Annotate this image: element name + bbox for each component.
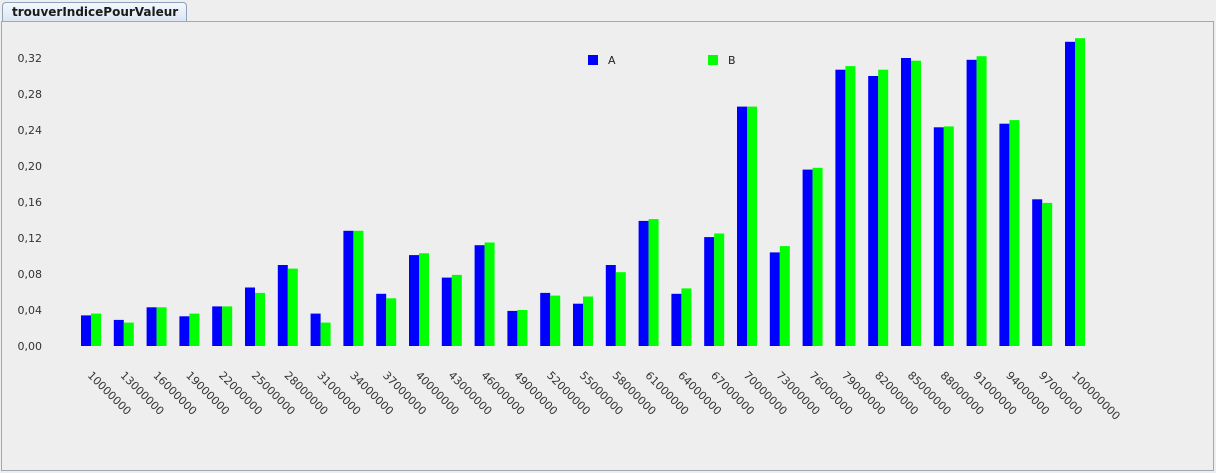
bar-b-61000000 — [648, 219, 659, 346]
legend-label-b: B — [728, 54, 736, 67]
bar-a-64000000 — [671, 293, 682, 346]
bar-b-70000000 — [747, 106, 757, 346]
bar-b-94000000 — [1009, 120, 1020, 346]
bar-a-82000000 — [868, 76, 879, 346]
y-tick-label: 0,16 — [18, 196, 43, 209]
bar-b-13000000 — [123, 322, 134, 346]
bar-a-100000000 — [1065, 41, 1075, 347]
y-tick-label: 0,08 — [18, 268, 43, 281]
y-tick-label: 0,12 — [18, 232, 43, 245]
y-tick-label: 0,32 — [18, 52, 43, 65]
bar-b-31000000 — [320, 322, 331, 346]
bar-b-85000000 — [911, 60, 921, 346]
bar-b-88000000 — [943, 126, 954, 347]
y-tick-label: 0,04 — [18, 304, 43, 317]
bar-a-19000000 — [179, 316, 190, 346]
bar-a-85000000 — [901, 58, 911, 346]
bar-a-97000000 — [1032, 199, 1043, 346]
bar-a-88000000 — [933, 127, 944, 346]
bar-a-73000000 — [769, 252, 780, 346]
bar-a-46000000 — [474, 245, 485, 346]
chart-panel: 0,00 0,04 0,08 0,12 0,16 0,20 0,24 0,28 0,32 1000… — [1, 21, 1214, 471]
bar-a-79000000 — [835, 69, 846, 346]
legend-swatch-a — [588, 55, 598, 65]
y-tick-label: 0,20 — [18, 160, 43, 173]
bar-b-55000000 — [583, 296, 593, 346]
bar-b-73000000 — [779, 246, 790, 346]
bar-a-70000000 — [737, 106, 747, 346]
bar-b-22000000 — [222, 306, 233, 346]
bar-b-52000000 — [550, 295, 561, 346]
bar-b-28000000 — [287, 268, 298, 346]
bar-a-94000000 — [999, 123, 1010, 346]
bar-b-40000000 — [419, 253, 429, 346]
bar-b-64000000 — [681, 288, 692, 346]
bar-a-40000000 — [409, 255, 419, 346]
bar-a-61000000 — [638, 220, 649, 346]
y-tick-label: 0,28 — [18, 88, 43, 101]
tab-trouver-indice-pour-valeur[interactable]: trouverIndicePourValeur — [2, 2, 188, 21]
bar-b-46000000 — [484, 242, 495, 346]
bar-b-43000000 — [451, 274, 462, 346]
bar-b-100000000 — [1075, 38, 1085, 346]
bar-b-58000000 — [615, 272, 626, 346]
bar-b-82000000 — [878, 69, 889, 346]
bar-chart: 0,000,040,080,120,160,200,240,280,321000… — [18, 38, 1123, 423]
bar-b-49000000 — [517, 310, 528, 346]
bar-a-37000000 — [376, 293, 387, 346]
bar-a-34000000 — [343, 230, 354, 346]
bar-a-13000000 — [113, 319, 124, 346]
bar-b-19000000 — [189, 313, 200, 346]
bar-b-25000000 — [255, 292, 265, 346]
bar-a-67000000 — [704, 237, 715, 346]
bar-a-76000000 — [802, 169, 813, 346]
bar-b-16000000 — [156, 307, 167, 346]
bar-b-97000000 — [1042, 202, 1053, 346]
bar-a-49000000 — [507, 310, 518, 346]
bar-b-37000000 — [386, 298, 397, 346]
bar-b-34000000 — [353, 230, 364, 346]
bar-a-52000000 — [540, 292, 551, 346]
bar-a-25000000 — [245, 287, 255, 346]
bar-a-43000000 — [441, 277, 452, 346]
y-tick-label: 0,24 — [18, 124, 43, 137]
bar-a-31000000 — [310, 313, 321, 346]
bar-a-22000000 — [212, 306, 223, 346]
bar-a-91000000 — [966, 59, 977, 347]
bar-b-91000000 — [976, 56, 987, 346]
y-tick-label: 0,00 — [18, 340, 43, 353]
bar-b-76000000 — [812, 167, 823, 346]
bar-a-58000000 — [605, 265, 616, 346]
bar-a-28000000 — [277, 265, 288, 346]
tab-strip: trouverIndicePourValeur — [0, 0, 1216, 22]
bar-a-55000000 — [573, 303, 583, 346]
bar-a-16000000 — [146, 307, 157, 346]
bar-a-10000000 — [81, 315, 91, 346]
legend-label-a: A — [608, 54, 616, 67]
bar-b-67000000 — [714, 233, 725, 346]
bar-b-10000000 — [91, 313, 101, 346]
bar-b-79000000 — [845, 66, 856, 346]
legend-swatch-b — [708, 55, 718, 65]
